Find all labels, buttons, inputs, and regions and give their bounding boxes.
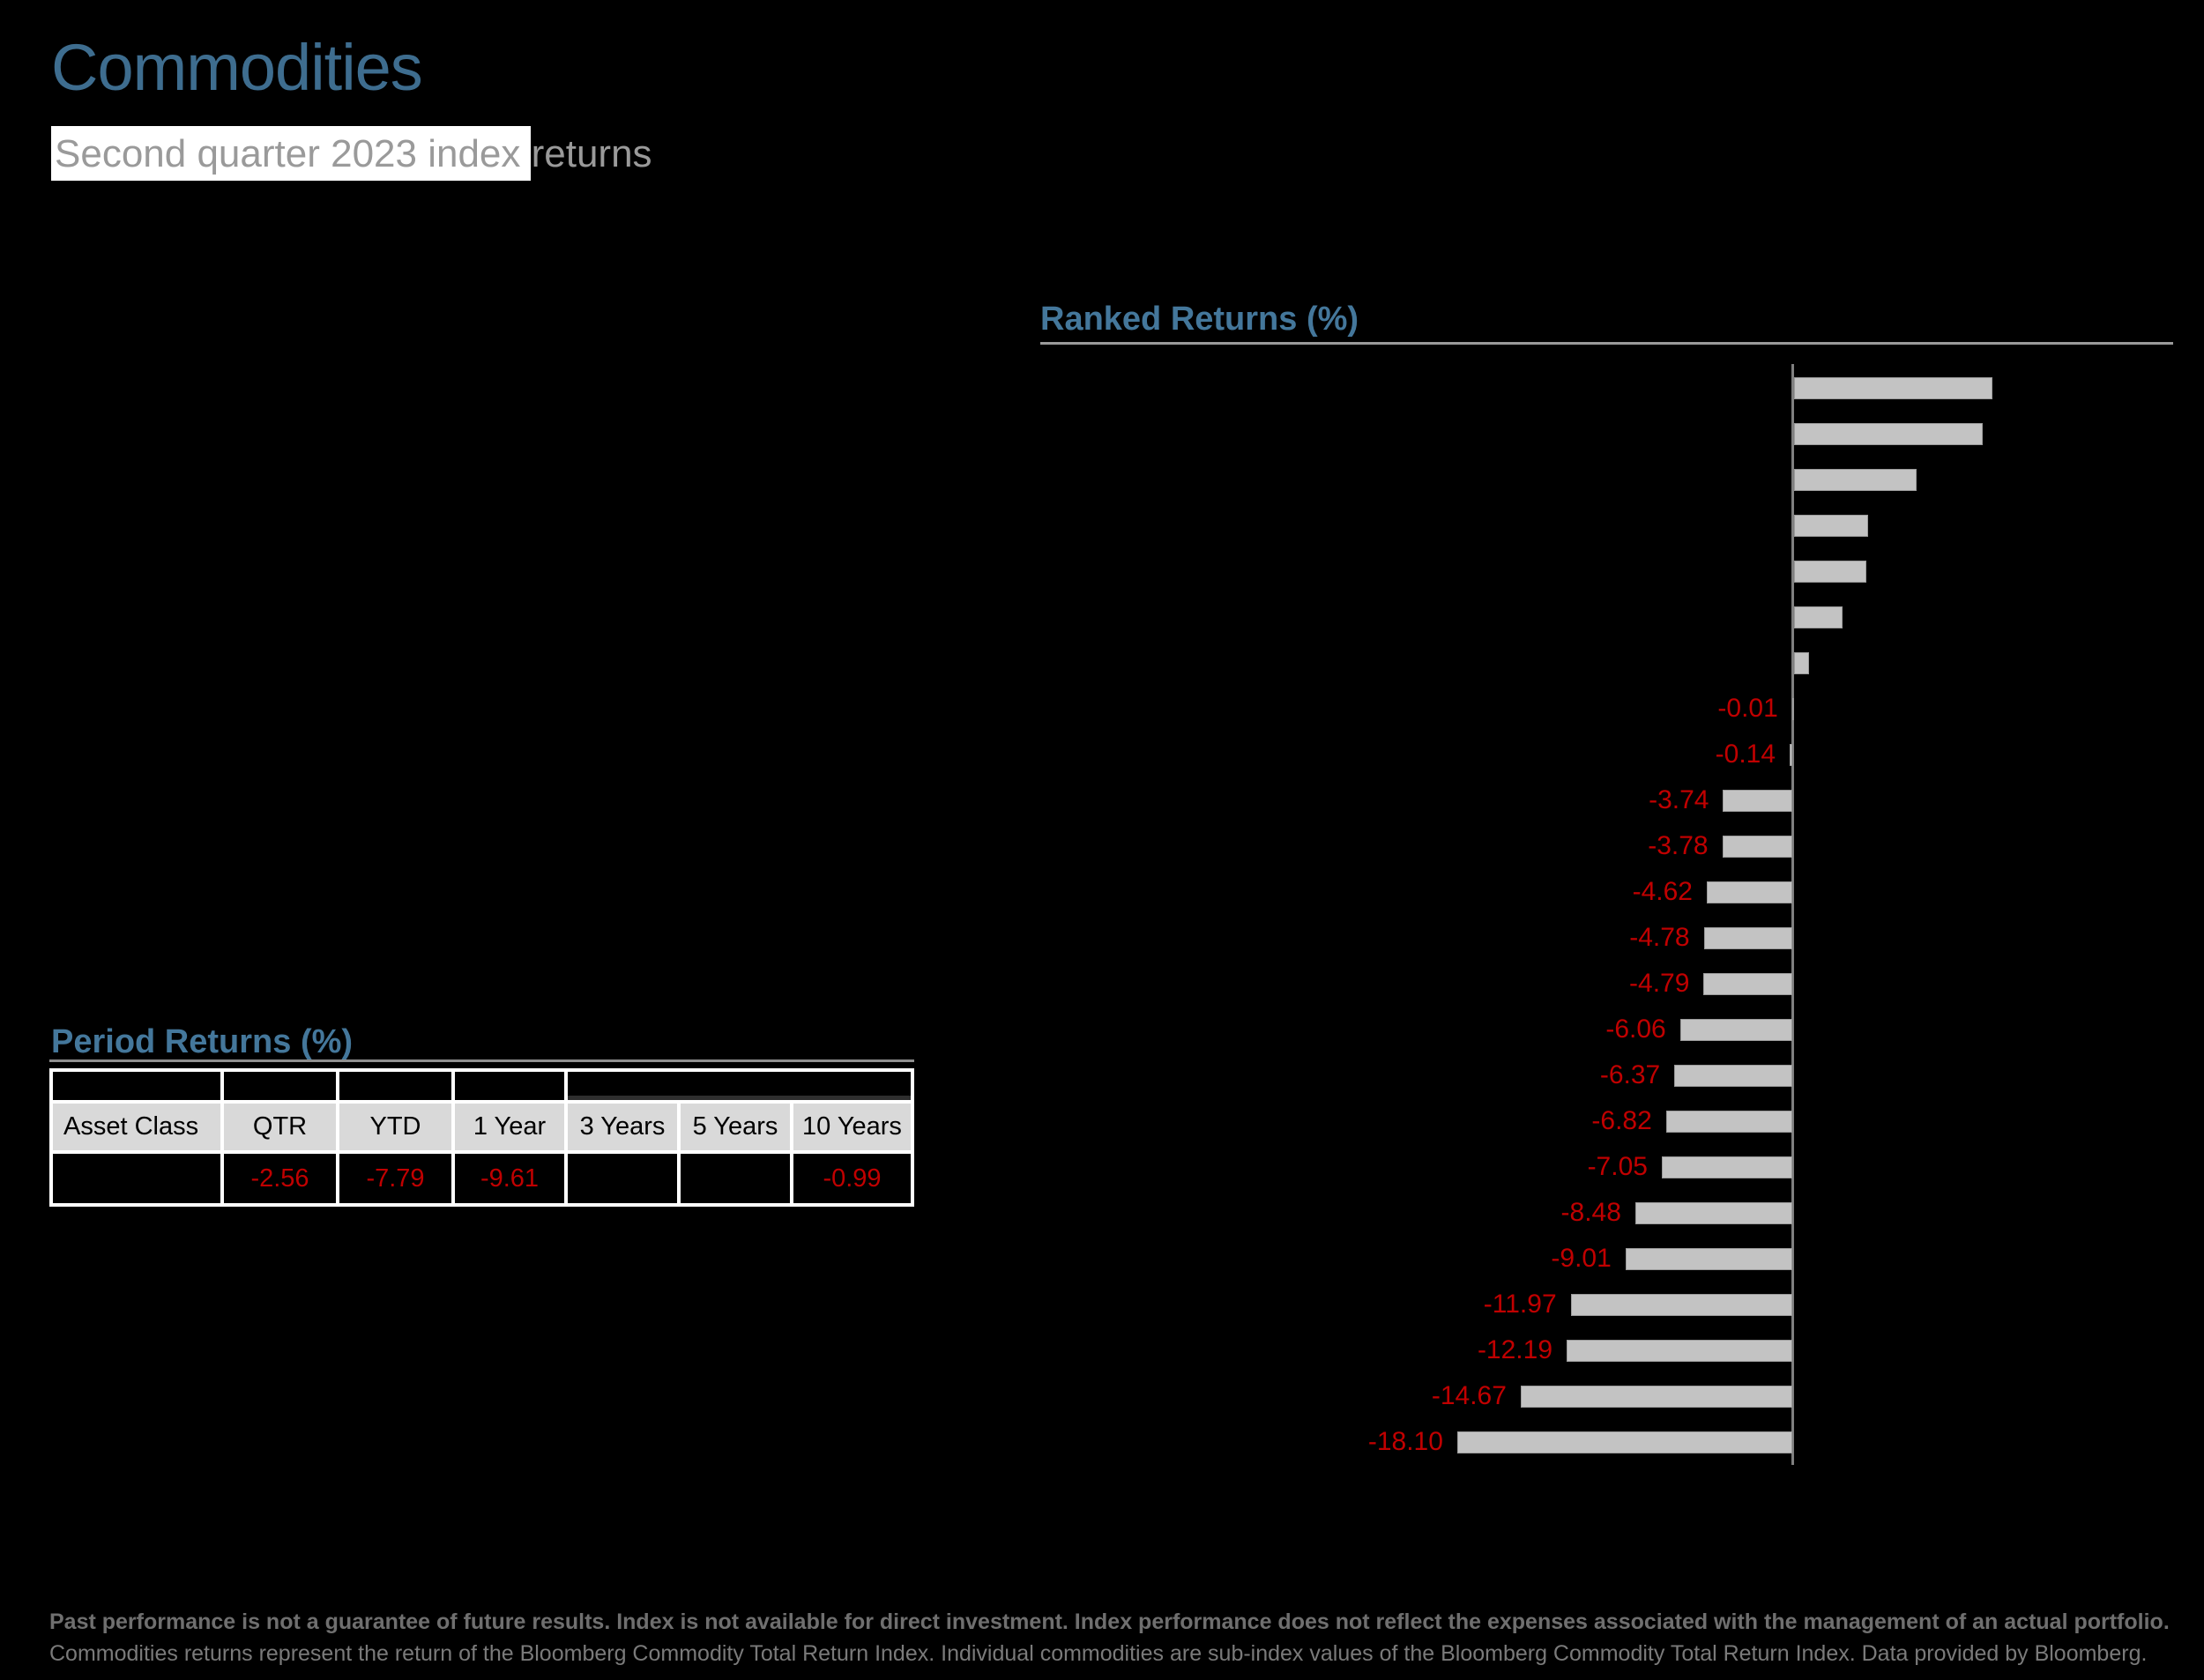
footnote-line2: Commodities returns represent the return… <box>49 1641 2148 1666</box>
bar-value-label: -12.19 <box>1477 1335 1553 1364</box>
table-column-header: Asset Class <box>53 1104 220 1150</box>
bar <box>1723 790 1792 812</box>
bar <box>1794 561 1866 583</box>
bar-value-label: -6.82 <box>1591 1106 1652 1135</box>
bar <box>1665 1111 1792 1133</box>
bar <box>1703 927 1792 949</box>
table-value-cell <box>53 1154 220 1203</box>
bar <box>1567 1340 1792 1362</box>
table-column-header: 10 Years <box>793 1104 911 1150</box>
bar <box>1794 606 1843 628</box>
bar-value-label: -0.14 <box>1715 740 1776 769</box>
bar <box>1722 836 1792 858</box>
table-top-cell <box>339 1072 451 1100</box>
page-subtitle: Second quarter 2023 index returns <box>55 132 652 175</box>
bar-value-label: -11.97 <box>1483 1290 1557 1319</box>
bar-value-label: -8.48 <box>1560 1198 1621 1227</box>
bar <box>1706 881 1792 903</box>
bar-value-label: -0.01 <box>1717 694 1778 723</box>
period-returns-heading: Period Returns (%) <box>51 1023 354 1060</box>
bar <box>1790 744 1792 766</box>
period-returns-rule <box>49 1059 914 1062</box>
bar-value-label: -9.01 <box>1551 1244 1612 1273</box>
page-title: Commodities <box>51 31 423 104</box>
bar <box>1674 1065 1792 1087</box>
table-top-cell <box>455 1072 564 1100</box>
bar <box>1794 469 1917 491</box>
table-value-cell: -0.99 <box>793 1154 911 1203</box>
subtitle-highlight <box>51 126 531 181</box>
bar <box>1661 1156 1792 1178</box>
bar-value-label: -4.78 <box>1629 923 1690 952</box>
bar <box>1456 1431 1792 1453</box>
bar-value-label: -6.37 <box>1599 1060 1661 1089</box>
bar <box>1794 377 1992 399</box>
chart-axis-line <box>1791 364 1794 1465</box>
bar-value-label: -3.78 <box>1648 831 1709 860</box>
bar <box>1520 1386 1792 1408</box>
bar <box>1679 1019 1792 1041</box>
bar <box>1791 698 1794 720</box>
table-value-cell: -7.79 <box>339 1154 451 1203</box>
table-value-cell: -2.56 <box>224 1154 336 1203</box>
table-value-cell <box>568 1154 677 1203</box>
footnote-line1: Past performance is not a guarantee of f… <box>49 1609 2170 1634</box>
bar <box>1570 1294 1792 1316</box>
table-column-header: YTD <box>339 1104 451 1150</box>
table-column-header: 5 Years <box>681 1104 790 1150</box>
bar-value-label: -7.05 <box>1587 1152 1648 1181</box>
table-top-cell <box>53 1072 220 1100</box>
bar-value-label: -4.79 <box>1629 969 1690 998</box>
ranked-returns-heading: Ranked Returns (%) <box>1040 301 1359 338</box>
bar-value-label: -6.06 <box>1605 1015 1666 1044</box>
bar-value-label: -4.62 <box>1632 877 1693 906</box>
bar <box>1794 423 1984 445</box>
ranked-returns-rule <box>1040 342 2173 345</box>
table-value-cell: -9.61 <box>455 1154 564 1203</box>
bar-value-label: -3.74 <box>1649 785 1709 814</box>
bar <box>1634 1202 1792 1224</box>
bar <box>1703 973 1792 995</box>
table-value-cell <box>681 1154 790 1203</box>
bar <box>1625 1248 1792 1270</box>
table-column-header: 1 Year <box>455 1104 564 1150</box>
table-column-header: QTR <box>224 1104 336 1150</box>
table-top-cell <box>224 1072 336 1100</box>
table-column-header: 3 Years <box>568 1104 677 1150</box>
bar-value-label: -14.67 <box>1431 1381 1507 1410</box>
bar <box>1794 652 1809 674</box>
bar-value-label: -18.10 <box>1367 1427 1443 1456</box>
table-annualized-group-cell <box>568 1072 911 1100</box>
bar <box>1794 515 1868 537</box>
period-returns-table: Asset Class QTR YTD 1 Year 3 Years 5 Years 10 … <box>49 1068 914 1207</box>
